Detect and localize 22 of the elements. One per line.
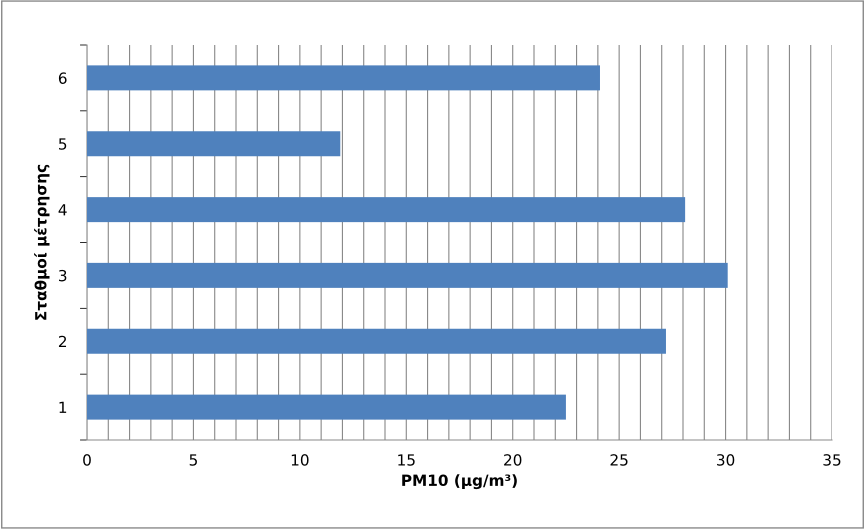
y-tick-label: 3 — [59, 270, 66, 282]
bar — [87, 262, 728, 288]
bar — [87, 65, 600, 90]
x-tick-label: 20 — [504, 454, 522, 466]
x-axis-title: PM10 (μg/m³) — [402, 474, 517, 490]
x-tick-label: 10 — [292, 454, 309, 466]
x-tick-label: 35 — [823, 454, 840, 466]
y-tick-label: 1 — [60, 402, 66, 413]
y-tick-label: 6 — [58, 72, 67, 84]
x-tick-label: 25 — [610, 454, 628, 466]
y-tick-label: 5 — [59, 138, 66, 150]
bar — [87, 197, 686, 222]
bar — [87, 394, 566, 420]
bar — [87, 131, 340, 156]
y-tick-label: 4 — [58, 204, 67, 216]
bar — [87, 328, 666, 354]
y-tick-label: 2 — [58, 336, 66, 348]
x-tick-label: 5 — [190, 454, 197, 466]
y-axis-title: Σταθμοί μέτρησης — [34, 164, 50, 320]
x-tick-label: 30 — [717, 454, 734, 466]
x-tick-label: 15 — [398, 454, 415, 466]
x-tick-label: 0 — [83, 454, 91, 466]
